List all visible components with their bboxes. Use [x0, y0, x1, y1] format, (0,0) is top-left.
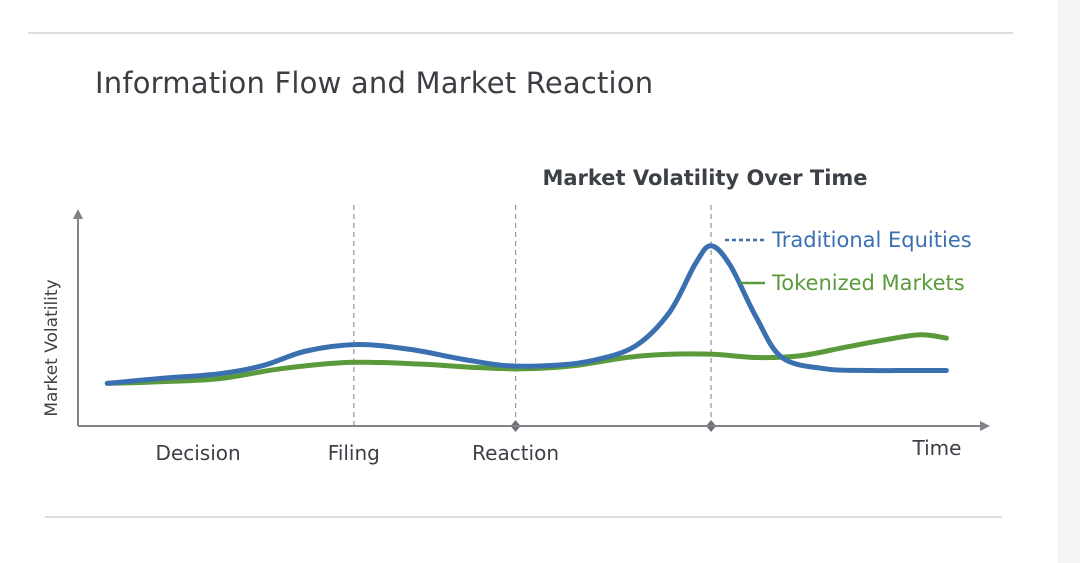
series-lines [104, 243, 949, 386]
event-label-reaction: Reaction [472, 441, 559, 465]
x-axis-label: Time [912, 436, 962, 460]
y-axis-label: Market Volatility [42, 279, 62, 416]
top-divider [28, 32, 1013, 34]
chart-card: Information Flow and Market Reaction [0, 0, 1058, 563]
legend-label: Tokenized Markets [771, 271, 965, 295]
event-label-decision: Decision [156, 441, 241, 465]
legend-label: Traditional Equities [771, 228, 972, 252]
event-labels: Decision Filing Reaction [156, 441, 559, 465]
event-label-filing: Filing [328, 441, 380, 465]
bottom-divider [45, 516, 1002, 518]
page-title: Information Flow and Market Reaction [95, 66, 654, 100]
event-guides [353, 205, 717, 432]
legend: Traditional Equities Tokenized Markets [725, 228, 972, 295]
chart-title: Market Volatility Over Time [542, 166, 867, 190]
series-line-traditional-equities [104, 243, 949, 386]
series-line-tokenized-markets [104, 332, 949, 386]
